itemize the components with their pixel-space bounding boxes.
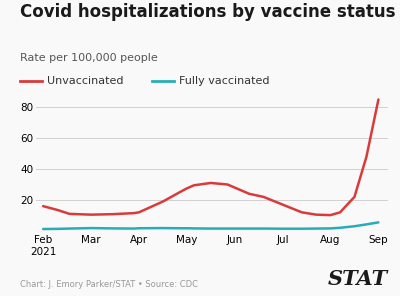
Text: Unvaccinated: Unvaccinated (47, 76, 123, 86)
Text: Covid hospitalizations by vaccine status: Covid hospitalizations by vaccine status (20, 3, 396, 21)
Text: Fully vaccinated: Fully vaccinated (179, 76, 269, 86)
Text: STAT: STAT (328, 268, 388, 289)
Text: Rate per 100,000 people: Rate per 100,000 people (20, 53, 158, 63)
Text: Chart: J. Emory Parker/STAT • Source: CDC: Chart: J. Emory Parker/STAT • Source: CD… (20, 280, 198, 289)
